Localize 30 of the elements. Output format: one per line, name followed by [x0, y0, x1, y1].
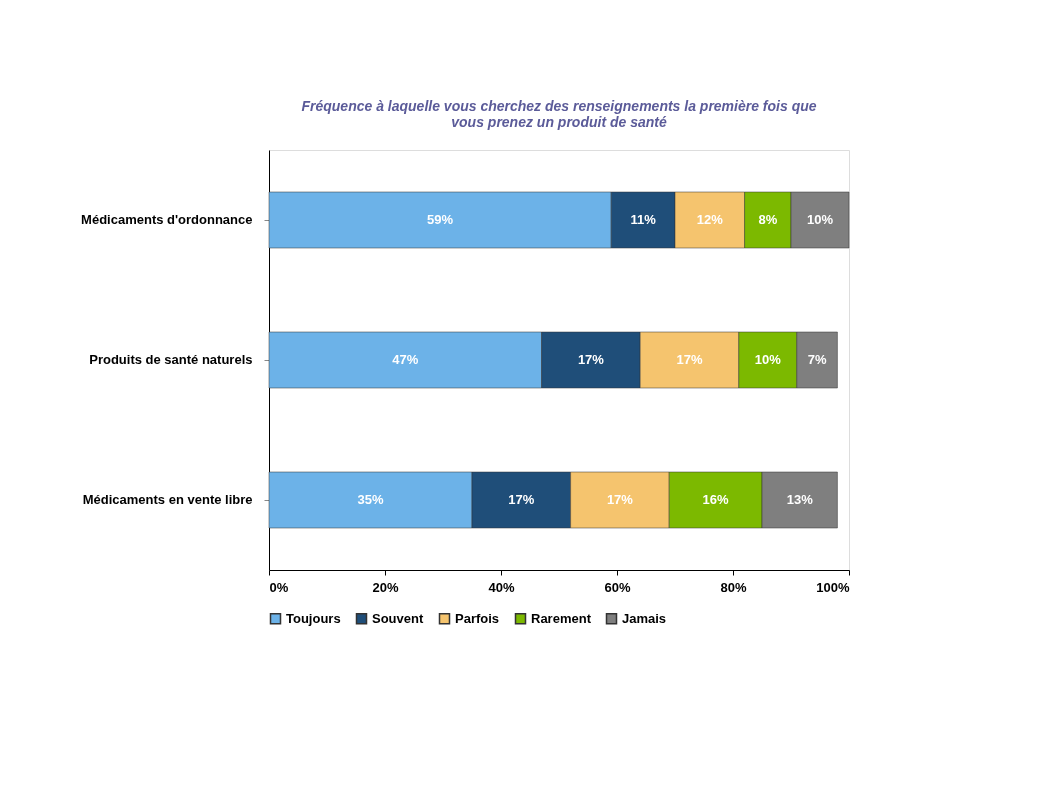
x-tick-label: 80%	[720, 579, 747, 595]
chart-title: Fréquence à laquelle vous cherchez des renseignements la première fois que vous prenez un produit de santé	[301, 98, 817, 130]
legend-label: Souvent	[372, 610, 424, 626]
y-tick-label: Médicaments d'ordonnance	[81, 212, 253, 227]
text: 47%	[392, 352, 419, 367]
text: 12%	[696, 212, 723, 227]
x-tick-label: 40%	[488, 579, 515, 595]
y-tick-label: Produits de santé naturels	[89, 352, 253, 367]
text: 8%	[758, 212, 778, 227]
text: 10%	[754, 352, 781, 367]
text: 17%	[508, 492, 535, 507]
x-tick-label: 20%	[372, 579, 399, 595]
text: 17%	[676, 352, 703, 367]
text: 13%	[786, 492, 813, 507]
x-tick-label: 0%	[269, 579, 289, 595]
text: 16%	[702, 492, 729, 507]
text: 35%	[357, 492, 384, 507]
text: 59%	[427, 212, 454, 227]
text: 10%	[806, 212, 834, 227]
text: 17%	[577, 352, 604, 367]
x-tick-label: 100%	[816, 579, 850, 595]
legend-label: Toujours	[286, 610, 341, 626]
text: 7%	[807, 352, 827, 367]
y-tick-label: Médicaments en vente libre	[82, 492, 253, 507]
x-tick-label: 60%	[604, 579, 631, 595]
text: 17%	[606, 492, 633, 507]
text: 11%	[630, 212, 656, 227]
legend-label: Jamais	[622, 610, 667, 626]
legend-label: Rarement	[531, 610, 592, 626]
legend-label: Parfois	[455, 610, 500, 626]
